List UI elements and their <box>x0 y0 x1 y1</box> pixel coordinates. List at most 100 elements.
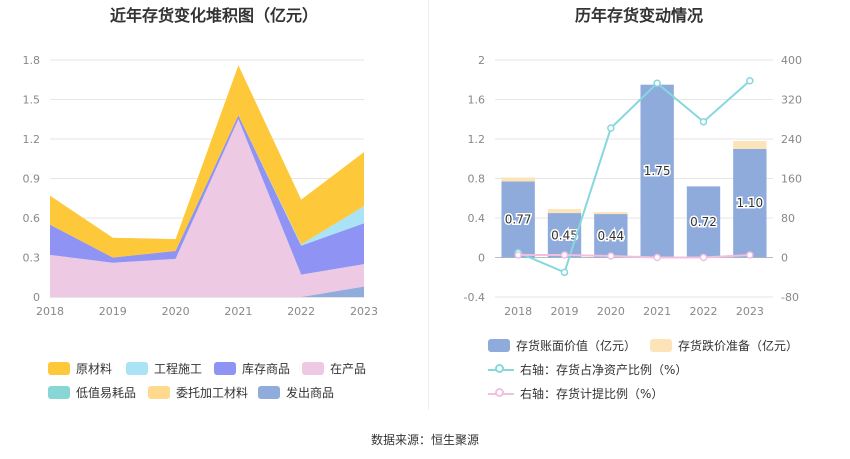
area-series-4 <box>50 65 364 258</box>
left-y-tick-label: 0.6 <box>23 212 41 225</box>
legend-swatch <box>488 387 514 401</box>
left-x-tick-label: 2022 <box>287 305 315 318</box>
left-axis-tick-label: 1.2 <box>468 133 486 146</box>
legend-label: 工程施工 <box>154 362 203 376</box>
line-point <box>699 253 708 262</box>
left-x-tick-label: 2020 <box>162 305 190 318</box>
bar-book-value <box>686 186 721 258</box>
bar-value-label: 0.77 <box>505 212 532 226</box>
left-chart-title: 近年存货变化堆积图（亿元） <box>109 6 318 25</box>
legend-swatch <box>302 362 324 375</box>
legend-item[interactable]: 在产品 <box>302 360 366 377</box>
right-chart-title: 历年存货变动情况 <box>574 6 703 25</box>
line-point <box>607 124 615 132</box>
bar-line-combo-chart: -0.4 0 0.4 0.8 1.2 1.6 2 -80 0 80 160 240 320 400 0.77… <box>464 54 802 318</box>
left-x-tick-label: 2018 <box>36 305 64 318</box>
left-axis-tick-label: 0.4 <box>468 212 486 225</box>
legend-swatch <box>48 362 70 375</box>
legend-item[interactable]: 右轴：存货占净资产比例（%） <box>488 361 687 378</box>
legend-swatch <box>488 339 510 352</box>
line-point <box>560 251 569 259</box>
bar-book-value <box>640 84 674 258</box>
legend-item[interactable]: 存货账面价值（亿元） <box>488 337 636 354</box>
legend-swatch <box>258 386 280 399</box>
legend-item[interactable]: 发出商品 <box>258 384 334 401</box>
line-point <box>653 79 661 87</box>
right-axis-tick-label: 320 <box>781 94 802 107</box>
legend-swatch <box>48 386 70 399</box>
bar-book-value <box>733 148 767 258</box>
legend-swatch <box>148 386 170 399</box>
bar-impairment-reserve <box>594 212 628 215</box>
bar-value-label: 0.72 <box>690 215 717 229</box>
bar-book-value <box>594 214 628 258</box>
right-axis-tick-label: 400 <box>781 54 802 67</box>
legend-item[interactable]: 存货跌价准备（亿元） <box>650 337 798 354</box>
left-y-tick-label: 0 <box>33 291 40 304</box>
bar-impairment-reserve <box>501 177 535 182</box>
data-source-note: 数据来源：恒生聚源 <box>370 433 479 447</box>
right-x-tick-label: 2022 <box>690 305 718 318</box>
bar-value-label: 0.45 <box>551 228 578 242</box>
area-series-2 <box>50 115 364 275</box>
line-series-1 <box>518 254 750 259</box>
left-axis-tick-label: 0 <box>478 252 485 265</box>
bar-impairment-reserve <box>547 209 582 214</box>
area-series-0 <box>50 286 364 297</box>
legend-label: 存货账面价值（亿元） <box>516 339 637 353</box>
legend-label: 低值易耗品 <box>76 386 137 400</box>
line-point <box>607 252 615 260</box>
legend-item[interactable]: 库存商品 <box>214 360 290 377</box>
legend-swatch <box>126 362 148 375</box>
legend-item[interactable]: 右轴：存货计提比例（%） <box>488 385 663 402</box>
left-y-tick-label: 0.3 <box>23 252 41 265</box>
legend-swatch <box>650 339 672 352</box>
legend-item[interactable]: 低值易耗品 <box>48 384 136 401</box>
legend-label: 右轴：存货占净资产比例（%） <box>520 363 688 377</box>
left-x-tick-label: 2023 <box>350 305 378 318</box>
line-point <box>514 251 522 259</box>
bar-value-label: 1.10 <box>736 196 763 210</box>
left-axis-tick-label: 0.8 <box>468 173 486 186</box>
left-x-tick-label: 2019 <box>99 305 127 318</box>
right-x-tick-label: 2019 <box>551 305 579 318</box>
bar-book-value <box>501 181 535 258</box>
legend-item[interactable]: 委托加工材料 <box>148 384 248 401</box>
left-y-tick-label: 1.2 <box>23 133 41 146</box>
legend-swatch <box>214 362 236 375</box>
line-point <box>746 76 754 85</box>
left-y-tick-label: 1.5 <box>23 94 41 107</box>
left-x-tick-label: 2021 <box>224 305 252 318</box>
left-axis-tick-label: 1.6 <box>468 94 486 107</box>
line-point <box>746 251 754 259</box>
legend-label: 存货跌价准备（亿元） <box>678 339 799 353</box>
line-point <box>699 117 708 126</box>
right-axis-tick-label: 240 <box>781 133 802 146</box>
legend-swatch <box>488 363 514 377</box>
legend-label: 在产品 <box>330 362 367 376</box>
line-series-0 <box>517 79 751 274</box>
legend-label: 原材料 <box>76 362 113 376</box>
bar-value-label: 0.44 <box>597 229 624 243</box>
right-x-tick-label: 2018 <box>504 305 532 318</box>
legend-label: 发出商品 <box>286 386 335 400</box>
right-x-tick-label: 2023 <box>736 305 764 318</box>
left-axis-tick-label: 2 <box>478 54 485 67</box>
panel-divider <box>428 0 429 410</box>
bar-value-label: 1.75 <box>644 164 671 178</box>
bar-impairment-reserve <box>733 140 767 149</box>
line-point <box>560 268 569 277</box>
legend-item[interactable]: 原材料 <box>48 360 112 377</box>
legend-item[interactable]: 工程施工 <box>126 360 202 377</box>
left-axis-tick-label: -0.4 <box>464 291 485 304</box>
right-x-tick-label: 2020 <box>597 305 625 318</box>
legend-label: 委托加工材料 <box>176 386 249 400</box>
right-axis-tick-label: -80 <box>781 291 799 304</box>
legend-label: 右轴：存货计提比例（%） <box>520 387 664 401</box>
left-y-tick-label: 0.9 <box>23 173 41 186</box>
left-y-tick-label: 1.8 <box>23 54 41 67</box>
right-axis-tick-label: 160 <box>781 173 802 186</box>
stacked-area-chart: 0 0.3 0.6 0.9 1.2 1.5 1.8 2018 2019 2020 2021 2022 2… <box>23 54 379 318</box>
right-axis-tick-label: 80 <box>781 212 795 225</box>
